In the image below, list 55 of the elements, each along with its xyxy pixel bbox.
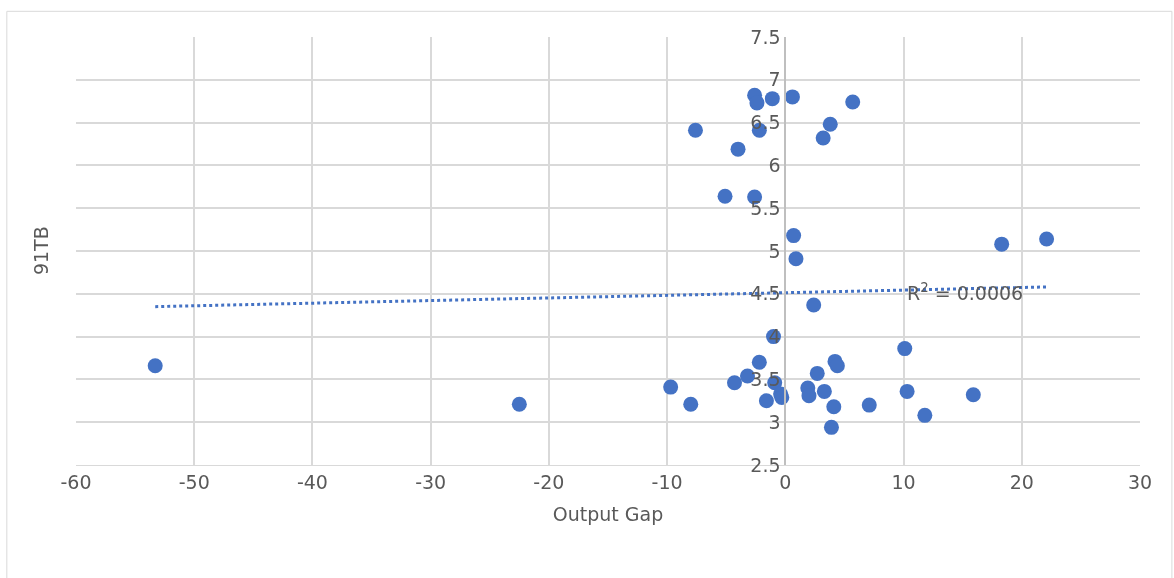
point: [809, 365, 825, 381]
y-tick-label: 4: [768, 325, 781, 348]
point: [826, 399, 842, 415]
point: [758, 393, 774, 409]
y-tick-label: 5: [768, 239, 781, 262]
point: [683, 396, 699, 412]
y-tick-label: 4.5: [750, 282, 781, 305]
point: [822, 116, 838, 132]
y-tick-label: 5.5: [750, 196, 781, 219]
point: [730, 141, 746, 157]
point: [994, 236, 1010, 252]
point: [786, 228, 802, 244]
y-tick-label: 3: [768, 410, 781, 433]
point: [897, 341, 913, 357]
point: [727, 375, 742, 391]
point: [829, 358, 845, 374]
point: [816, 383, 832, 399]
point: [749, 95, 765, 111]
y-tick-label: 6: [768, 154, 781, 177]
x-tick-label: -10: [651, 470, 683, 493]
x-tick-label: -40: [296, 470, 328, 493]
point: [663, 379, 679, 395]
point: [788, 251, 804, 267]
x-tick-label: 0: [779, 470, 792, 493]
point: [861, 397, 877, 413]
x-tick-label: 10: [891, 470, 916, 493]
y-tick-label: 7.5: [750, 25, 781, 48]
x-tick-label: 20: [1009, 470, 1034, 493]
point: [1039, 231, 1055, 247]
point: [917, 407, 933, 423]
x-axis-title: Output Gap: [552, 502, 664, 525]
y-tick-label: 7: [768, 68, 781, 91]
point: [845, 94, 861, 110]
x-tick-label: -20: [533, 470, 565, 493]
annotation: R$^{2}$ = 0.0006: [907, 280, 1024, 304]
point: [899, 383, 915, 399]
point: [965, 387, 981, 403]
point: [751, 354, 767, 370]
point: [823, 419, 839, 435]
y-tick-label: 6.5: [750, 111, 781, 134]
point: [806, 297, 822, 313]
x-tick-label: -60: [60, 470, 92, 493]
point: [815, 130, 831, 146]
point: [784, 89, 800, 105]
point: [511, 396, 527, 412]
x-tick-label: -50: [178, 470, 210, 493]
point: [147, 358, 163, 374]
point: [801, 388, 817, 404]
x-tick-label: -30: [415, 470, 447, 493]
y-axis-title: 91TB: [30, 226, 53, 276]
point: [717, 188, 733, 204]
y-tick-label: 2.5: [750, 453, 781, 476]
point: [764, 91, 780, 107]
x-tick-label: 30: [1127, 470, 1153, 493]
point: [687, 122, 703, 138]
